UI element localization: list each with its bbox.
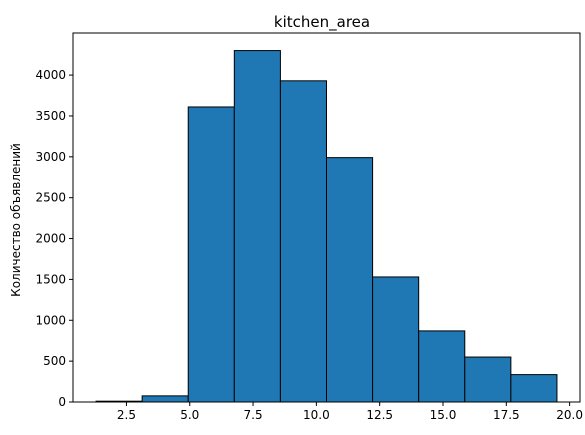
histogram-bar-6	[326, 157, 374, 403]
x-tick-label: 12.5	[366, 408, 393, 422]
y-tick-label: 3500	[35, 109, 66, 123]
x-tick-label: 5.0	[180, 408, 199, 422]
x-tick-label: 7.5	[244, 408, 263, 422]
y-tick-label: 2000	[35, 232, 66, 246]
y-tick-label: 4000	[35, 68, 66, 82]
y-tick-label: 2500	[35, 191, 66, 205]
x-tick-label: 15.0	[430, 408, 457, 422]
x-tick-label: 10.0	[303, 408, 330, 422]
x-tick-label: 2.5	[117, 408, 136, 422]
y-tick-label: 0	[58, 395, 66, 409]
bars-group	[95, 50, 558, 403]
y-tick-label: 1500	[35, 272, 66, 286]
y-axis-ticks: 0 500 1000 1500 2000 2500 3000 3500 4000	[35, 68, 73, 409]
x-axis-ticks: 2.5 5.0 7.5 10.0 12.5 15.0 17.5 20.0	[117, 402, 583, 422]
histogram-bar-4	[233, 50, 281, 403]
y-axis-label: Количество объявлений	[9, 143, 23, 297]
histogram-bar-5	[279, 80, 327, 403]
plot-frame	[72, 32, 581, 403]
x-tick-label: 20.0	[556, 408, 583, 422]
histogram-bar-9	[464, 356, 512, 403]
y-tick-label: 500	[43, 354, 66, 368]
x-tick-label: 17.5	[493, 408, 520, 422]
chart-title: kitchen_area	[274, 13, 370, 32]
histogram-bar-8	[418, 330, 466, 403]
histogram-bar-2	[141, 395, 189, 403]
histogram-bar-3	[187, 106, 235, 403]
y-tick-label: 1000	[35, 313, 66, 327]
histogram-bar-7	[372, 276, 420, 403]
histogram-bar-10	[510, 374, 558, 403]
y-tick-label: 3000	[35, 150, 66, 164]
